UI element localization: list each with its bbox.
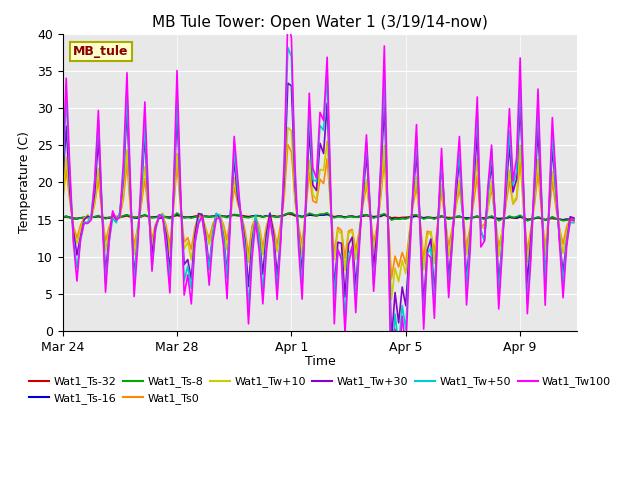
Wat1_Tw+10 <box>484 205 492 211</box>
Wat1_Ts-16 <box>474 213 481 219</box>
Wat1_Ts-16 <box>216 213 224 219</box>
Wat1_Ts-32 <box>541 217 549 223</box>
Wat1_Ts0 <box>134 225 141 230</box>
Wat1_Tw100 <box>59 166 67 172</box>
Wat1_Tw+50 <box>431 300 438 306</box>
Wat1_Ts-16 <box>481 216 488 221</box>
Wat1_Tw+10 <box>134 225 141 231</box>
Wat1_Ts0 <box>477 224 484 229</box>
Wat1_Ts-8 <box>427 215 435 220</box>
Wat1_Tw+50 <box>570 220 578 226</box>
Wat1_Tw100 <box>134 244 141 250</box>
Wat1_Ts-8 <box>474 214 481 219</box>
Line: Wat1_Tw+50: Wat1_Tw+50 <box>63 48 574 372</box>
Title: MB Tule Tower: Open Water 1 (3/19/14-now): MB Tule Tower: Open Water 1 (3/19/14-now… <box>152 15 488 30</box>
Wat1_Ts-32 <box>284 211 292 217</box>
Wat1_Ts-8 <box>59 215 67 220</box>
Wat1_Ts-8 <box>134 214 141 220</box>
Wat1_Ts-8 <box>216 214 224 219</box>
Wat1_Tw+30 <box>484 190 492 195</box>
Wat1_Ts0 <box>484 205 492 211</box>
Wat1_Ts-32 <box>474 214 481 220</box>
Wat1_Tw+50 <box>134 233 141 239</box>
Wat1_Ts-32 <box>481 216 488 221</box>
Wat1_Tw+50 <box>216 213 224 218</box>
Wat1_Ts-8 <box>481 216 488 222</box>
Legend: Wat1_Ts-32, Wat1_Ts-16, Wat1_Ts-8, Wat1_Ts0, Wat1_Tw+10, Wat1_Tw+30, Wat1_Tw+50,: Wat1_Ts-32, Wat1_Ts-16, Wat1_Ts-8, Wat1_… <box>24 372 616 408</box>
Line: Wat1_Tw+30: Wat1_Tw+30 <box>63 83 574 341</box>
Wat1_Ts0 <box>431 249 438 255</box>
Wat1_Ts-32 <box>570 216 578 222</box>
Line: Wat1_Ts-8: Wat1_Ts-8 <box>63 213 574 221</box>
Wat1_Tw+30 <box>134 235 141 241</box>
Line: Wat1_Tw+10: Wat1_Tw+10 <box>63 128 574 299</box>
Wat1_Ts-16 <box>427 215 435 220</box>
Wat1_Tw100 <box>284 13 292 19</box>
Wat1_Tw100 <box>570 218 578 224</box>
Wat1_Ts-8 <box>524 218 531 224</box>
Line: Wat1_Ts-32: Wat1_Ts-32 <box>63 214 574 220</box>
Wat1_Tw+10 <box>59 197 67 203</box>
X-axis label: Time: Time <box>305 355 335 368</box>
Wat1_Tw+30 <box>570 215 578 221</box>
Wat1_Ts-8 <box>287 210 295 216</box>
Wat1_Tw+50 <box>477 227 484 233</box>
Wat1_Ts-16 <box>59 214 67 220</box>
Wat1_Tw+10 <box>95 165 102 171</box>
Wat1_Ts0 <box>95 177 102 182</box>
Wat1_Ts-16 <box>570 216 578 222</box>
Wat1_Tw+30 <box>216 215 224 221</box>
Line: Wat1_Ts0: Wat1_Ts0 <box>63 144 574 279</box>
Wat1_Ts0 <box>284 142 292 147</box>
Wat1_Ts-16 <box>95 213 102 219</box>
Wat1_Tw+30 <box>95 135 102 141</box>
Text: MB_tule: MB_tule <box>73 45 129 58</box>
Y-axis label: Temperature (C): Temperature (C) <box>19 132 31 233</box>
Wat1_Ts-16 <box>287 210 295 216</box>
Wat1_Tw+50 <box>484 193 492 199</box>
Wat1_Tw100 <box>95 108 102 113</box>
Wat1_Tw+10 <box>216 212 224 217</box>
Wat1_Tw+50 <box>95 117 102 123</box>
Wat1_Ts-16 <box>559 217 567 223</box>
Wat1_Ts-16 <box>134 215 141 221</box>
Wat1_Ts-32 <box>216 214 224 219</box>
Wat1_Ts0 <box>388 276 396 282</box>
Line: Wat1_Ts-16: Wat1_Ts-16 <box>63 213 574 220</box>
Wat1_Tw+10 <box>477 224 484 229</box>
Wat1_Tw100 <box>484 183 492 189</box>
Wat1_Tw+10 <box>388 296 396 302</box>
Wat1_Ts-8 <box>570 217 578 223</box>
Wat1_Tw+30 <box>59 181 67 187</box>
Wat1_Tw+30 <box>431 291 438 297</box>
Wat1_Tw100 <box>431 315 438 321</box>
Wat1_Tw+50 <box>284 45 292 50</box>
Wat1_Ts-32 <box>134 214 141 220</box>
Wat1_Ts-8 <box>95 213 102 218</box>
Wat1_Ts-32 <box>427 215 435 220</box>
Wat1_Tw+10 <box>431 261 438 266</box>
Wat1_Ts-32 <box>95 214 102 220</box>
Wat1_Tw+30 <box>388 338 396 344</box>
Wat1_Tw100 <box>388 395 396 400</box>
Wat1_Tw+30 <box>284 80 292 86</box>
Line: Wat1_Tw100: Wat1_Tw100 <box>63 16 574 397</box>
Wat1_Tw+50 <box>388 369 396 375</box>
Wat1_Ts0 <box>570 217 578 223</box>
Wat1_Ts-32 <box>59 215 67 220</box>
Wat1_Ts0 <box>216 213 224 219</box>
Wat1_Ts0 <box>59 198 67 204</box>
Wat1_Tw100 <box>477 244 484 250</box>
Wat1_Tw+30 <box>477 229 484 235</box>
Wat1_Tw+10 <box>570 219 578 225</box>
Wat1_Tw+50 <box>59 174 67 180</box>
Wat1_Tw+10 <box>284 125 292 131</box>
Wat1_Tw100 <box>216 215 224 221</box>
